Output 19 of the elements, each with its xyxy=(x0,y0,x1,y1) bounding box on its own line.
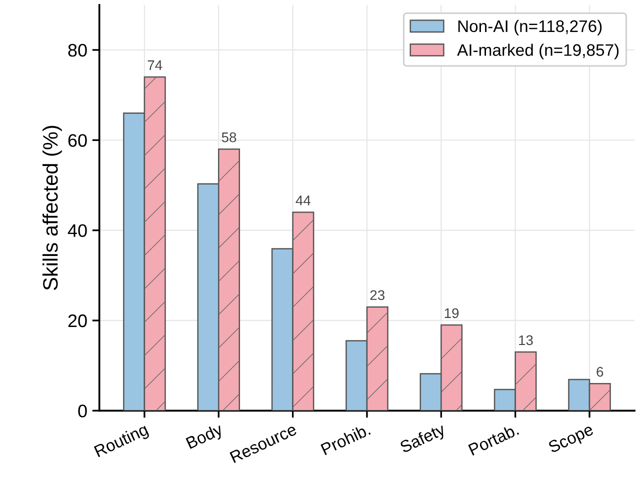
data-label: 19 xyxy=(444,308,459,318)
y-tick-label: 40 xyxy=(68,224,87,238)
y-tick-label: 20 xyxy=(68,314,87,328)
data-label: 13 xyxy=(519,335,533,346)
legend-label: Non-AI (n=118,276) xyxy=(458,20,602,36)
legend-label: AI-marked (n=19,857) xyxy=(457,44,619,60)
data-label: 23 xyxy=(370,290,384,300)
y-tick-label: 80 xyxy=(68,44,87,57)
x-tick-label: Prohib. xyxy=(320,423,371,456)
y-tick-label: 60 xyxy=(68,134,87,147)
data-label: 44 xyxy=(296,196,310,206)
x-tick-label: Body xyxy=(185,422,226,452)
y-axis-title: Skills affected (%) xyxy=(42,126,62,290)
data-label: 74 xyxy=(148,60,162,70)
y-tick-label: 0 xyxy=(78,404,87,418)
x-tick-label: Safety xyxy=(399,422,448,456)
x-tick-label: Scope xyxy=(548,423,596,456)
data-label: 6 xyxy=(596,366,604,377)
data-label: 58 xyxy=(222,132,236,142)
